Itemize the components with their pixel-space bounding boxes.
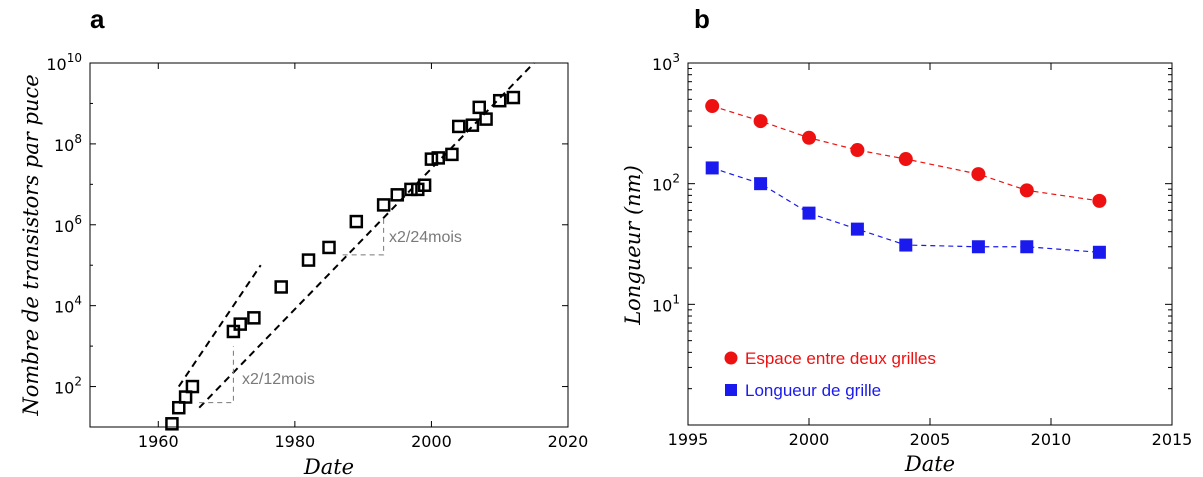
data-point (172, 400, 186, 415)
panel-b-plot: 1995 2000 2005 2010 2015 101 102 103 (652, 51, 1192, 449)
data-point-longueur (1092, 245, 1106, 259)
data-point (274, 280, 288, 294)
data-point (349, 214, 364, 229)
doubling-triangle (342, 217, 385, 256)
y-tick-label: 103 (652, 51, 680, 74)
trend-line (177, 264, 262, 388)
data-point (492, 93, 507, 108)
data-point (506, 90, 521, 105)
data-point (165, 417, 179, 431)
y-tick-label: 106 (54, 213, 82, 236)
data-point (247, 311, 261, 325)
y-tick-label: 104 (54, 294, 82, 317)
data-point-espace (705, 99, 720, 114)
legend-circle-marker (724, 351, 738, 365)
panel-letter-a: a (90, 4, 105, 34)
x-tick-label: 1980 (274, 432, 315, 451)
data-point (465, 118, 480, 132)
y-tick-label: 102 (54, 375, 82, 398)
x-tick-label: 1995 (668, 430, 709, 449)
data-point-longueur (971, 240, 985, 254)
series-line-longueur (712, 167, 1100, 253)
data-point-espace (971, 167, 986, 182)
data-point (411, 182, 425, 197)
data-point-longueur (899, 238, 913, 252)
data-point-longueur (802, 206, 816, 220)
legend-label-longueur: Longueur de grille (745, 381, 881, 400)
data-point (301, 253, 316, 267)
data-point (417, 178, 432, 192)
x-tick-label: 2000 (411, 432, 452, 451)
data-point-espace (1019, 183, 1034, 198)
data-point-espace (1092, 193, 1107, 208)
y-tick-label: 108 (54, 132, 82, 155)
data-point (390, 188, 405, 202)
x-tick-label: 2000 (789, 430, 830, 449)
x-tick-label: 2020 (548, 432, 589, 451)
legend-label-espace: Espace entre deux grilles (745, 349, 936, 368)
y-tick-label: 102 (652, 172, 680, 195)
panel-letter-b: b (694, 4, 710, 34)
data-point (431, 151, 446, 165)
data-point (472, 100, 486, 115)
data-point-longueur (1020, 240, 1034, 254)
data-point (479, 112, 493, 126)
x-tick-label: 2010 (1031, 430, 1072, 449)
panel-b-xlabel: Date (904, 452, 955, 476)
panel-b-legend: Espace entre deux grilles Longueur de gr… (724, 349, 936, 400)
series-line-espace (712, 105, 1100, 202)
data-point (322, 240, 336, 255)
data-point (404, 182, 418, 197)
x-tick-label: 1960 (138, 432, 179, 451)
y-tick-label: 1010 (46, 51, 82, 74)
y-tick-label: 101 (652, 292, 680, 315)
panel-a-xlabel: Date (303, 455, 354, 477)
data-point-longueur (705, 161, 719, 175)
data-point (451, 119, 466, 134)
data-point (445, 147, 459, 162)
data-point (233, 317, 247, 331)
panel-a-ylabel: Nombre de transistors par puce (19, 74, 43, 416)
panel-b-ylabel: Longueur (nm) (621, 165, 645, 326)
data-point (376, 198, 391, 212)
data-point-espace (753, 114, 768, 129)
annotation-24mois: x2/24mois (389, 229, 462, 246)
data-point (424, 152, 439, 166)
legend-square-marker (725, 384, 737, 396)
doubling-triangle (199, 346, 234, 404)
x-tick-label: 2015 (1152, 430, 1193, 449)
data-point-espace (802, 130, 816, 145)
panel-a-frame (89, 62, 569, 428)
data-point (178, 390, 193, 404)
data-point (226, 324, 241, 339)
data-point-longueur (754, 177, 768, 191)
x-tick-label: 2005 (910, 430, 951, 449)
annotation-12mois: x2/12mois (242, 371, 315, 388)
data-point-espace (850, 143, 865, 158)
panel-a-plot: 1960 1980 2000 2020 102 104 106 108 1010 (46, 51, 588, 451)
data-point (185, 379, 200, 394)
data-point-longueur (850, 222, 864, 236)
data-point-espace (898, 152, 913, 167)
